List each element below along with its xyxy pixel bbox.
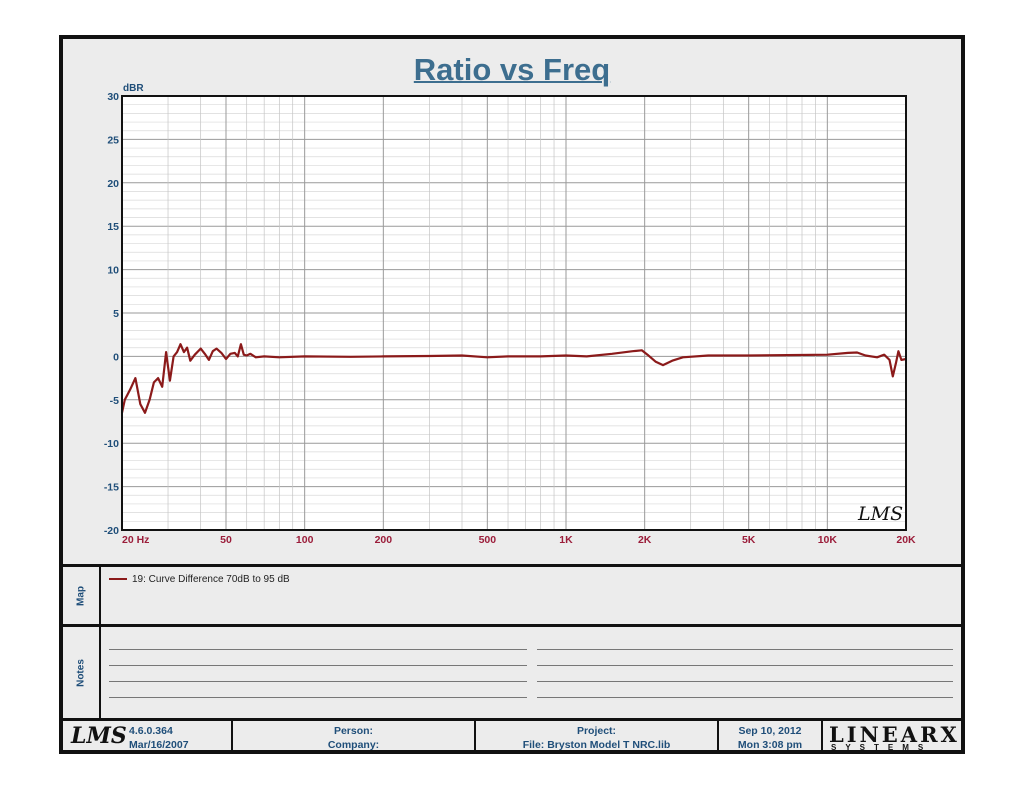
note-line bbox=[109, 697, 527, 698]
notes-label-cell: Notes bbox=[63, 627, 101, 718]
x-tick-label: 1K bbox=[559, 534, 573, 546]
footer-bar: LMS 4.6.0.364 Mar/16/2007 Person: Compan… bbox=[63, 718, 961, 754]
x-tick-label: 20 Hz bbox=[122, 534, 149, 546]
x-tick-label: 50 bbox=[220, 534, 232, 546]
y-axis-unit: dBR bbox=[123, 83, 144, 94]
notes-label: Notes bbox=[75, 658, 87, 687]
person-label: Person: bbox=[333, 725, 374, 737]
y-tick-label: 20 bbox=[107, 178, 119, 190]
lms-watermark-logo: LMS bbox=[857, 503, 903, 525]
report-frame: Ratio vs Freq 30 25 20 15 10 5 0 -5 -10 -15 -20 20… bbox=[59, 35, 965, 754]
x-tick-label: 2K bbox=[638, 534, 652, 546]
x-tick-label: 200 bbox=[375, 534, 393, 546]
version-text: 4.6.0.364 bbox=[129, 725, 173, 737]
x-tick-label: 5K bbox=[742, 534, 756, 546]
note-line bbox=[109, 649, 527, 650]
note-line bbox=[537, 697, 953, 698]
chart-grid bbox=[121, 95, 907, 531]
footer-date-cell: Sep 10, 2012 Mon 3:08 pm bbox=[719, 721, 823, 754]
y-tick-label: 15 bbox=[107, 221, 119, 233]
plot-border bbox=[121, 95, 907, 531]
footer-version-cell: LMS 4.6.0.364 Mar/16/2007 bbox=[63, 721, 233, 754]
legend-entry: 19: Curve Difference 70dB to 95 dB bbox=[109, 574, 290, 585]
file-label: File: Bryston Model T NRC.lib bbox=[522, 739, 671, 751]
map-section: Map 19: Curve Difference 70dB to 95 dB bbox=[63, 564, 961, 624]
x-tick-label: 500 bbox=[479, 534, 497, 546]
y-tick-label: -10 bbox=[104, 438, 119, 450]
note-line bbox=[537, 649, 953, 650]
x-tick-labels: 20 Hz 50 100 200 500 1K 2K 5K 10K 20K bbox=[122, 534, 916, 546]
linearx-logo: LINEARX bbox=[829, 722, 960, 747]
y-tick-label: -20 bbox=[104, 525, 119, 537]
x-tick-label: 100 bbox=[296, 534, 314, 546]
company-label: Company: bbox=[327, 739, 380, 751]
systems-logo-text: SYSTEMS bbox=[831, 743, 933, 752]
y-tick-label: 0 bbox=[113, 351, 119, 363]
map-label: Map bbox=[75, 585, 87, 606]
series-line bbox=[120, 343, 907, 414]
legend-swatch bbox=[109, 578, 127, 581]
note-line bbox=[109, 681, 527, 682]
y-tick-label: 5 bbox=[113, 308, 119, 320]
y-tick-label: -15 bbox=[104, 482, 119, 494]
lms-logo: LMS bbox=[71, 723, 127, 749]
y-tick-labels: 30 25 20 15 10 5 0 -5 -10 -15 -20 bbox=[104, 91, 119, 537]
x-tick-label: 10K bbox=[818, 534, 838, 546]
footer-project-cell: Project: File: Bryston Model T NRC.lib bbox=[476, 721, 719, 754]
y-tick-label: 10 bbox=[107, 265, 119, 277]
y-tick-label: 30 bbox=[107, 91, 119, 103]
legend-text: 19: Curve Difference 70dB to 95 dB bbox=[132, 574, 290, 585]
build-date-text: Mar/16/2007 bbox=[129, 739, 189, 751]
note-line bbox=[109, 665, 527, 666]
time-text: Mon 3:08 pm bbox=[737, 739, 803, 751]
note-line bbox=[537, 665, 953, 666]
date-text: Sep 10, 2012 bbox=[738, 725, 802, 737]
footer-brand-cell: LINEARX SYSTEMS bbox=[823, 721, 961, 754]
project-label: Project: bbox=[576, 725, 617, 737]
map-label-cell: Map bbox=[63, 567, 101, 624]
footer-person-cell: Person: Company: bbox=[233, 721, 476, 754]
y-tick-label: -5 bbox=[110, 395, 119, 407]
y-tick-label: 25 bbox=[107, 134, 119, 146]
note-line bbox=[537, 681, 953, 682]
chart-title: Ratio vs Freq bbox=[413, 52, 611, 87]
series-group bbox=[120, 343, 907, 414]
x-tick-label: 20K bbox=[896, 534, 916, 546]
notes-section: Notes bbox=[63, 624, 961, 718]
